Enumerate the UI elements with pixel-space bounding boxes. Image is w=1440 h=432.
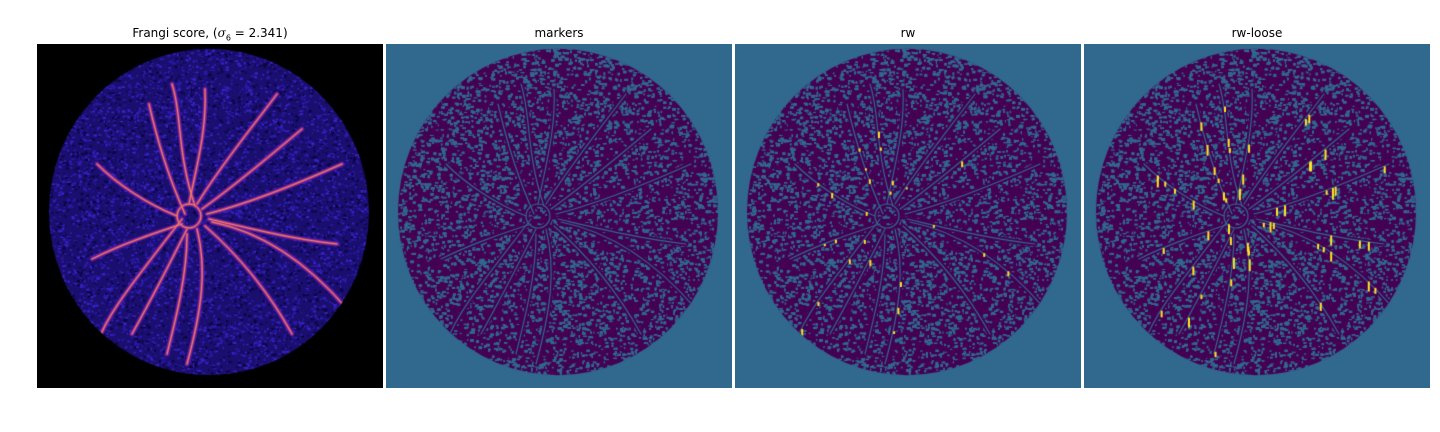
markers-image [386,44,732,388]
rw-loose-image [1084,44,1430,388]
panel-title-markers: markers [534,26,584,40]
rw-image [735,44,1081,388]
rw-canvas [735,44,1081,388]
rw-loose-canvas [1084,44,1430,388]
panel-title-rw: rw [900,26,916,40]
panel-title-rw-loose: rw-loose [1231,26,1283,40]
frangi-score-image [37,44,383,388]
panel-title-frangi: Frangi score, (σ6 = 2.341) [132,26,288,43]
frangi-canvas [37,44,383,388]
markers-canvas [386,44,732,388]
